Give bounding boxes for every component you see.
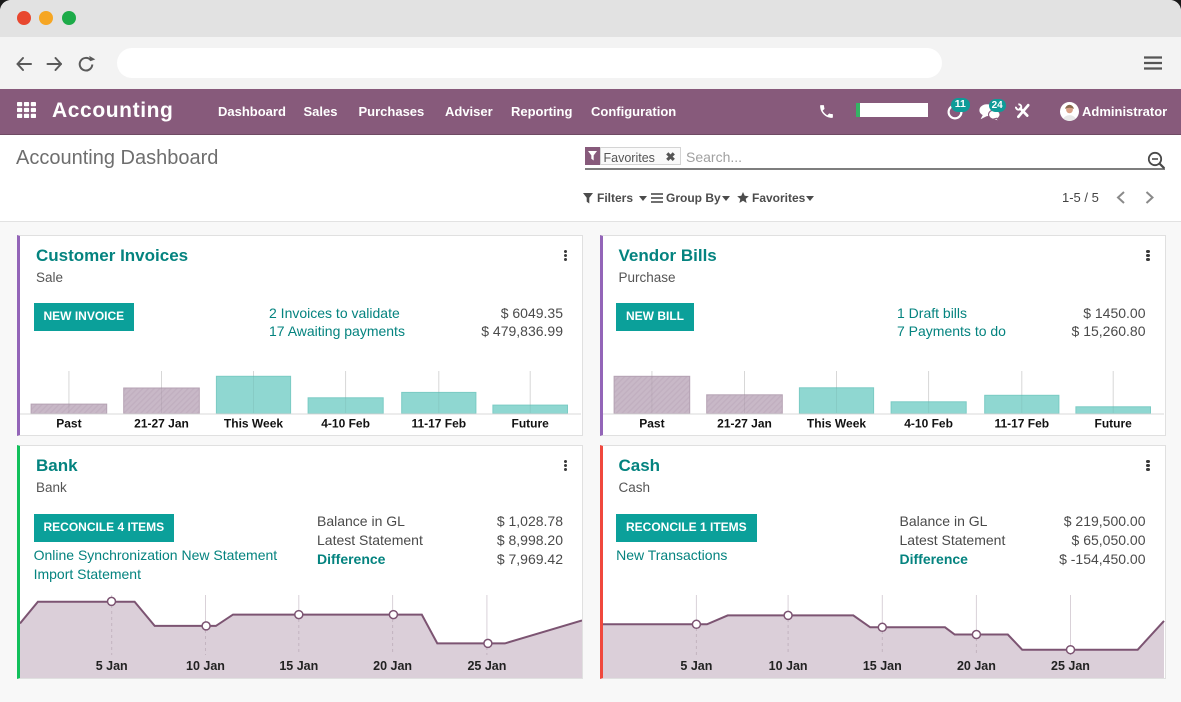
svg-text:4-10 Feb: 4-10 Feb: [321, 416, 370, 430]
svg-text:21-27 Jan: 21-27 Jan: [717, 416, 772, 430]
svg-text:25 Jan: 25 Jan: [467, 659, 506, 673]
svg-text:20 Jan: 20 Jan: [373, 659, 412, 673]
svg-text:Past: Past: [56, 416, 81, 430]
svg-text:11-17 Feb: 11-17 Feb: [411, 416, 466, 430]
svg-text:11-17 Feb: 11-17 Feb: [994, 416, 1049, 430]
svg-text:5 Jan: 5 Jan: [96, 659, 128, 673]
svg-text:Future: Future: [1094, 416, 1132, 430]
svg-text:10 Jan: 10 Jan: [186, 659, 225, 673]
svg-text:21-27 Jan: 21-27 Jan: [134, 416, 189, 430]
svg-text:4-10 Feb: 4-10 Feb: [904, 416, 953, 430]
svg-text:Past: Past: [639, 416, 664, 430]
svg-text:This Week: This Week: [224, 416, 283, 430]
svg-text:20 Jan: 20 Jan: [956, 659, 995, 673]
svg-text:10 Jan: 10 Jan: [768, 659, 807, 673]
svg-text:This Week: This Week: [806, 416, 865, 430]
svg-text:25 Jan: 25 Jan: [1051, 659, 1090, 673]
svg-text:15 Jan: 15 Jan: [279, 659, 318, 673]
svg-text:Future: Future: [512, 416, 550, 430]
svg-text:5 Jan: 5 Jan: [680, 659, 712, 673]
svg-text:15 Jan: 15 Jan: [862, 659, 901, 673]
